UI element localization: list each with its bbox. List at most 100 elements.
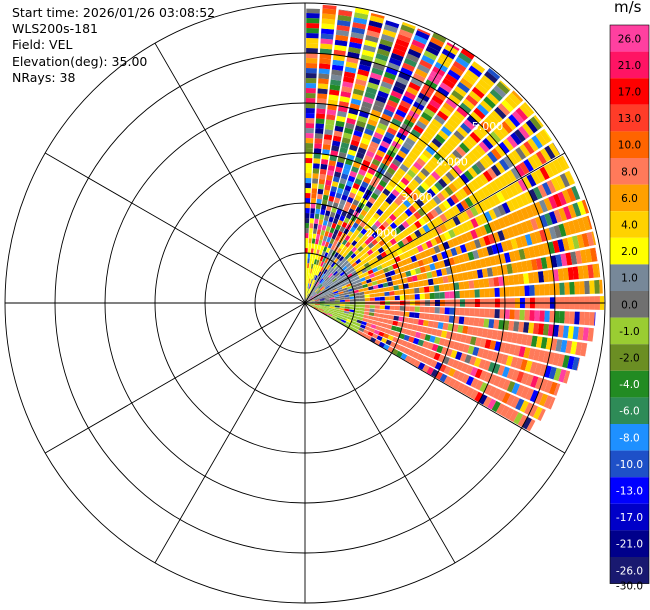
gate-cell <box>491 193 501 206</box>
gate-cell <box>483 278 490 288</box>
gate-cell <box>522 176 533 190</box>
gate-cell <box>483 117 496 130</box>
gate-cell <box>428 99 441 110</box>
gate-cell <box>326 109 337 116</box>
gate-cell <box>440 330 448 338</box>
gate-cell <box>471 270 479 279</box>
gate-cell <box>463 154 475 166</box>
gate-cell <box>309 218 314 224</box>
gate-cell <box>308 296 313 300</box>
gate-cell <box>309 305 315 308</box>
gate-cell <box>524 360 533 373</box>
gate-cell <box>432 195 442 205</box>
gate-cell <box>331 181 339 188</box>
gate-cell <box>518 346 526 358</box>
gate-cell <box>524 285 530 296</box>
gate-cell <box>338 261 344 268</box>
gate-cell <box>460 199 470 210</box>
gate-cell <box>380 140 390 149</box>
gate-cell <box>354 83 366 92</box>
gate-cell <box>444 73 458 85</box>
gate-cell <box>310 198 317 204</box>
gate-cell <box>372 256 379 263</box>
gate-cell <box>329 306 335 309</box>
gate-cell <box>380 33 395 43</box>
gate-cell <box>456 161 467 172</box>
gate-cell <box>327 200 334 207</box>
gate-cell <box>521 334 528 346</box>
gate-cell <box>368 235 375 242</box>
gate-cell <box>305 173 312 179</box>
gate-cell <box>309 289 313 295</box>
gate-cell <box>334 294 340 298</box>
gate-cell <box>363 311 370 316</box>
gate-cell <box>462 325 469 334</box>
gate-cell <box>431 137 443 148</box>
gate-cell <box>473 107 486 120</box>
gate-cell <box>305 213 310 219</box>
gate-cell <box>538 393 549 407</box>
gate-cell <box>314 300 320 302</box>
gate-cell <box>576 234 585 249</box>
gate-cell <box>360 137 371 146</box>
gate-cell <box>336 285 342 289</box>
gate-cell <box>309 304 315 307</box>
gate-cell <box>474 337 482 347</box>
gate-cell <box>315 118 325 125</box>
gate-cell <box>405 155 415 165</box>
gate-cell <box>348 46 361 54</box>
gate-cell <box>515 146 527 160</box>
gate-cell <box>384 131 395 140</box>
gate-cell <box>361 268 368 274</box>
gate-cell <box>397 240 405 248</box>
gate-cell <box>317 83 329 90</box>
gate-cell <box>376 264 383 271</box>
gate-cell <box>376 254 383 261</box>
gate-cell <box>515 236 523 249</box>
gate-cell <box>410 330 417 337</box>
gate-cell <box>555 254 563 267</box>
gate-cell <box>382 200 390 209</box>
gate-cell <box>341 285 348 289</box>
gate-cell <box>395 38 410 48</box>
gate-cell <box>306 278 308 284</box>
gate-cell <box>350 320 357 325</box>
gate-cell <box>334 272 340 278</box>
gate-cell <box>584 311 590 326</box>
gate-cell <box>325 210 331 217</box>
gate-cell <box>425 126 437 137</box>
gate-cell <box>309 299 315 302</box>
gate-cell <box>479 370 488 381</box>
gate-cell <box>346 180 354 187</box>
gate-cell <box>360 181 369 189</box>
gate-cell <box>305 238 309 244</box>
gate-cell <box>493 85 507 98</box>
gate-cell <box>369 297 375 301</box>
gate-cell <box>363 205 371 213</box>
gate-cell <box>438 314 445 322</box>
gate-cell <box>339 297 345 300</box>
gate-cell <box>316 289 321 294</box>
gate-cell <box>314 298 320 301</box>
gate-cell <box>392 85 405 95</box>
gate-cell <box>339 96 351 103</box>
azimuth-spoke <box>304 302 566 454</box>
gate-cell <box>313 307 319 310</box>
gate-cell <box>479 382 488 393</box>
gate-cell <box>431 270 438 278</box>
gate-cell <box>329 297 335 300</box>
gate-cell <box>434 261 441 270</box>
gate-cell <box>426 342 434 350</box>
gate-cell <box>349 299 355 302</box>
gate-cell <box>424 306 430 313</box>
gate-cell <box>516 209 525 222</box>
gate-cell <box>407 182 417 192</box>
gate-cell <box>317 224 323 230</box>
gate-cell <box>346 318 352 323</box>
gate-cell <box>509 410 519 423</box>
gate-cell <box>540 148 552 162</box>
gate-cell <box>470 366 478 377</box>
gate-cell <box>516 371 525 383</box>
gate-cell <box>437 322 444 330</box>
gate-cell <box>409 357 417 366</box>
